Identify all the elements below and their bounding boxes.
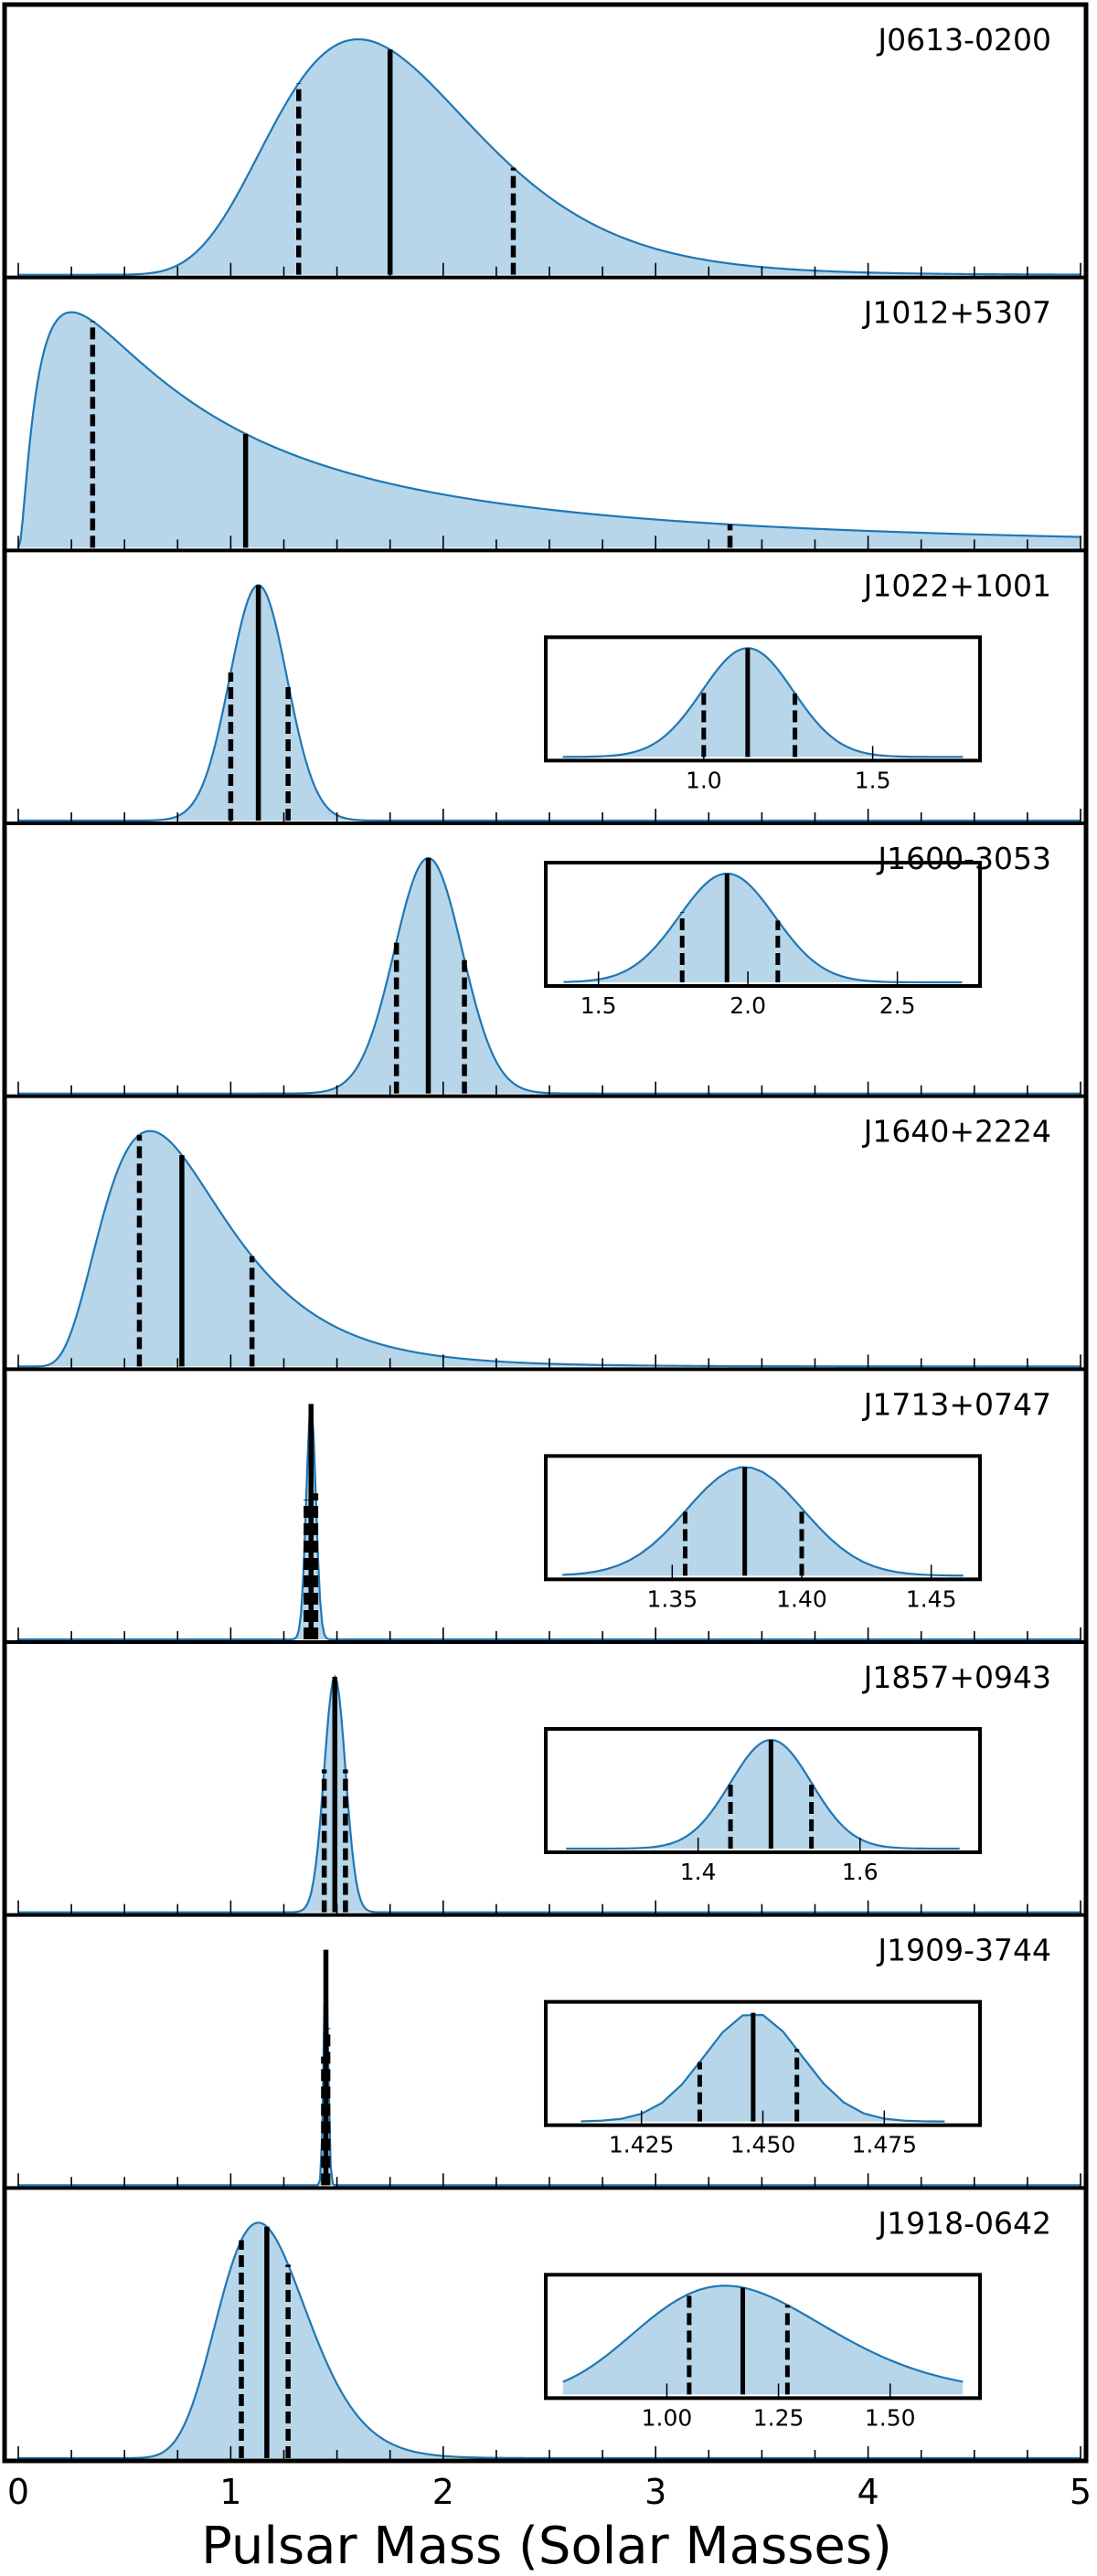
pulsar-label: J1640+2224: [862, 1114, 1051, 1150]
density-fill: [18, 585, 1081, 821]
panel-j1713+0747: J1713+0747 1.35 1.40 1.45: [5, 1386, 1086, 1644]
inset-density-fill: [562, 1467, 964, 1576]
inset-tick-label: 1.40: [776, 1585, 827, 1612]
panel-j1640+2224: J1640+2224: [5, 1114, 1086, 1372]
pulsar-label: J1600-3053: [876, 841, 1051, 876]
pulsar-label: J1857+0943: [862, 1659, 1051, 1695]
inset-tick-label: 1.5: [580, 992, 617, 1019]
panel-j1022+1001: J1022+1001 1.0 1.5: [5, 567, 1086, 825]
inset-tick-label: 1.475: [852, 2132, 918, 2158]
x-tick-label: 5: [1070, 2472, 1092, 2512]
density-fill: [18, 1956, 1081, 2186]
inset-density-curve: [562, 2284, 964, 2383]
density-curve: [18, 1674, 1081, 1913]
inset-density-fill: [563, 874, 963, 982]
density-fill: [18, 1677, 1081, 1913]
x-tick-label: 4: [857, 2472, 879, 2512]
inset-frame: [544, 861, 982, 988]
inset-frame: [544, 1454, 982, 1582]
inset-tick-label: 2.5: [879, 992, 916, 1019]
inset-tick-label: 1.5: [855, 767, 891, 793]
inset-j1022+1001: 1.0 1.5: [544, 635, 982, 793]
inset-density-fill: [562, 648, 964, 758]
inset-tick-label: 1.0: [686, 767, 722, 793]
inset-tick-label: 1.45: [906, 1585, 957, 1612]
inset-j1918-0642: 1.00 1.25 1.50: [544, 2273, 982, 2431]
inset-tick-label: 1.25: [753, 2404, 804, 2431]
x-tick-label: 0: [7, 2472, 29, 2512]
inset-frame: [544, 1727, 982, 1854]
figure-frame: [2, 2, 1089, 2464]
panel-j1600-3053: J1600-3053 1.5 2.0 2.5: [5, 841, 1086, 1098]
density-curve: [18, 584, 1081, 822]
x-tick-label: 1: [219, 2472, 241, 2512]
panel-j1909-3744: J1909-3744 1.425 1.450 1.475: [5, 1933, 1086, 2190]
inset-tick-label: 1.6: [842, 1859, 879, 1885]
inset-density-fill: [562, 2285, 964, 2395]
x-tick-label: 3: [644, 2472, 666, 2512]
inset-j1713+0747: 1.35 1.40 1.45: [544, 1454, 982, 1612]
x-axis-label: Pulsar Mass (Solar Masses): [201, 2517, 892, 2576]
inset-density-fill: [566, 1740, 960, 1849]
inset-tick-label: 1.50: [865, 2404, 916, 2431]
pulsar-label: J1012+5307: [862, 295, 1051, 331]
inset-density-curve: [566, 1738, 960, 1850]
x-tick-label: 2: [432, 2472, 454, 2512]
inset-density-curve: [562, 1466, 964, 1577]
inset-j1600-3053: 1.5 2.0 2.5: [544, 861, 982, 1019]
inset-j1909-3744: 1.425 1.450 1.475: [544, 1999, 982, 2158]
panel-j1012+5307: J1012+5307: [5, 295, 1086, 553]
density-curve: [17, 311, 1081, 548]
inset-tick-label: 1.450: [730, 2132, 796, 2158]
density-fill: [18, 39, 1081, 275]
inset-tick-label: 2.0: [730, 992, 766, 1019]
inset-density-curve: [563, 872, 963, 984]
panel-j1857+0943: J1857+0943 1.4 1.6: [5, 1659, 1086, 1917]
inset-frame: [544, 2273, 982, 2401]
inset-j1857+0943: 1.4 1.6: [544, 1727, 982, 1885]
density-fill: [18, 2222, 1081, 2458]
pulsar-label: J1713+0747: [862, 1386, 1051, 1422]
inset-tick-label: 1.4: [680, 1859, 717, 1885]
density-curve: [18, 37, 1081, 276]
density-curve: [18, 856, 1081, 1095]
panel-j1918-0642: J1918-0642 1.00 1.25 1.50: [17, 2205, 1081, 2461]
inset-frame: [544, 635, 982, 763]
inset-tick-label: 1.00: [642, 2404, 693, 2431]
pulsar-label: J0613-0200: [876, 22, 1051, 58]
density-curve: [18, 2221, 1081, 2460]
density-fill: [18, 858, 1081, 1094]
panel-j0613-0200: J0613-0200: [5, 22, 1086, 280]
pulsar-label: J1909-3744: [876, 1933, 1051, 1968]
density-curve: [18, 1956, 1081, 2187]
pulsar-label: J1022+1001: [862, 567, 1051, 603]
inset-tick-label: 1.425: [609, 2132, 675, 2158]
density-fill: [18, 312, 1081, 548]
inset-tick-label: 1.35: [646, 1585, 698, 1612]
density-fill: [18, 1130, 1081, 1367]
inset-density-fill: [580, 2015, 945, 2122]
pulsar-label: J1918-0642: [876, 2205, 1051, 2241]
inset-density-curve: [562, 647, 964, 758]
